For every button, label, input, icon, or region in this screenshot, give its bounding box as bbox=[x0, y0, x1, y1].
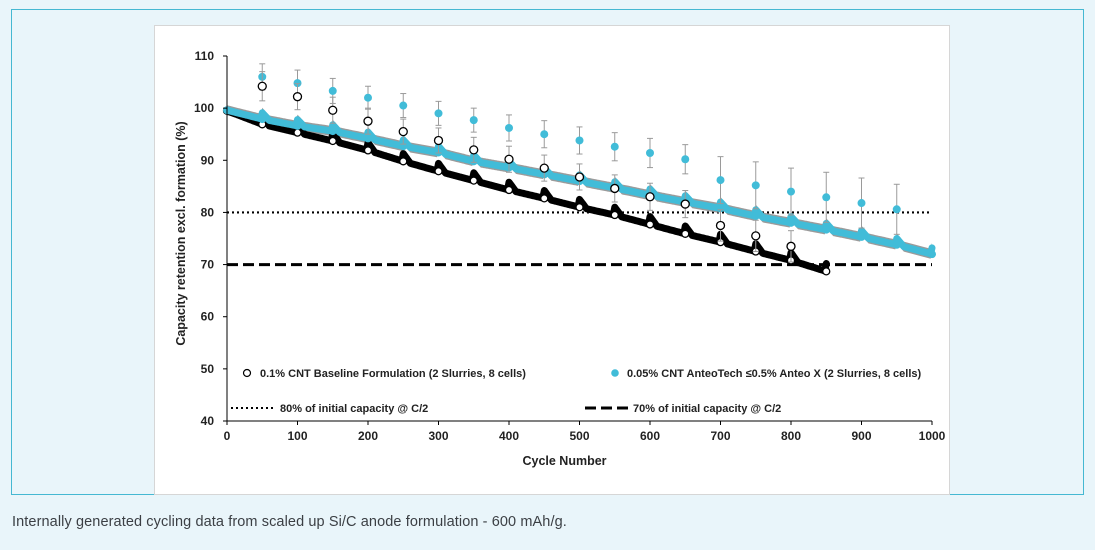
cnt-anteo-checkup-point bbox=[469, 116, 478, 125]
legend-label: 80% of initial capacity @ C/2 bbox=[280, 403, 428, 415]
baseline-point bbox=[681, 229, 690, 238]
baseline-checkup-point bbox=[328, 105, 338, 115]
cnt-anteo-checkup-point bbox=[646, 148, 654, 157]
baseline-point bbox=[399, 157, 408, 166]
y-tick-label: 80 bbox=[201, 205, 215, 219]
baseline-checkup-point bbox=[786, 241, 796, 251]
x-tick-label: 300 bbox=[428, 429, 448, 443]
cnt-anteo-checkup-point bbox=[681, 155, 690, 164]
baseline-checkup-point bbox=[433, 135, 444, 146]
cnt-anteo-point bbox=[258, 115, 267, 124]
chart-card: 0 100 200 300 400 500 600 700 800 900 1000 40 50 60 70… bbox=[154, 25, 950, 495]
legend-marker-cnt-anteo bbox=[611, 369, 619, 377]
cnt-anteo-point bbox=[892, 240, 901, 249]
cycling-chart: 0 100 200 300 400 500 600 700 800 900 1000 40 50 60 70… bbox=[174, 49, 946, 468]
baseline-point bbox=[363, 146, 373, 155]
baseline-checkup-point bbox=[257, 81, 267, 91]
x-tick-label: 1000 bbox=[919, 429, 946, 443]
y-axis-label: Capacity retention excl. formation (%) bbox=[174, 121, 188, 345]
cnt-anteo-point bbox=[787, 218, 795, 227]
cnt-anteo-checkup-point bbox=[822, 193, 831, 202]
y-tick-label: 90 bbox=[201, 153, 215, 167]
x-tick-label: 0 bbox=[224, 429, 231, 443]
cnt-anteo-checkup-point bbox=[540, 130, 549, 139]
figure-frame: 0 100 200 300 400 500 600 700 800 900 1000 40 50 60 70… bbox=[11, 9, 1084, 495]
cnt-anteo-point bbox=[328, 127, 337, 136]
baseline-point bbox=[293, 128, 302, 137]
baseline-point bbox=[645, 220, 655, 229]
checkup-points bbox=[257, 63, 901, 263]
cnt-anteo-checkup-point bbox=[787, 187, 795, 196]
baseline-point bbox=[822, 267, 831, 276]
y-tick-label: 40 bbox=[201, 414, 215, 428]
cnt-anteo-checkup-point bbox=[892, 205, 901, 214]
baseline-checkup-point bbox=[292, 92, 303, 102]
legend: 0.1% CNT Baseline Formulation (2 Slurrie… bbox=[231, 368, 922, 415]
cnt-anteo-checkup-point bbox=[328, 86, 337, 95]
cnt-anteo-checkup-point bbox=[434, 109, 443, 118]
y-tick-label: 70 bbox=[201, 258, 215, 272]
legend-marker-baseline bbox=[242, 368, 252, 378]
y-tick-label: 100 bbox=[194, 101, 214, 115]
baseline-checkup-point bbox=[539, 163, 549, 173]
baseline-point bbox=[469, 176, 478, 185]
axes: 0 100 200 300 400 500 600 700 800 900 1000 40 50 60 70… bbox=[174, 49, 946, 468]
baseline-point bbox=[328, 136, 337, 146]
cnt-anteo-point bbox=[822, 225, 831, 234]
legend-label: 0.05% CNT AnteoTech ≤0.5% Anteo X (2 Slu… bbox=[627, 368, 922, 380]
baseline-checkup-point bbox=[504, 154, 514, 164]
cnt-anteo-point bbox=[364, 134, 372, 143]
cnt-anteo-checkup-point bbox=[751, 181, 760, 190]
cnt-anteo-checkup-point bbox=[364, 93, 372, 102]
cnt-anteo-checkup-point bbox=[610, 142, 619, 151]
baseline-point bbox=[540, 194, 549, 203]
baseline-point bbox=[504, 185, 514, 195]
baseline-checkup-point bbox=[398, 126, 408, 137]
x-tick-label: 800 bbox=[781, 429, 801, 443]
cnt-anteo-checkup-point bbox=[293, 79, 302, 88]
x-tick-label: 200 bbox=[358, 429, 378, 443]
figure-caption: Internally generated cycling data from s… bbox=[12, 514, 567, 530]
cnt-anteo-checkup-point bbox=[399, 101, 408, 110]
cnt-anteo-point bbox=[751, 212, 760, 221]
legend-label: 0.1% CNT Baseline Formulation (2 Slurrie… bbox=[260, 368, 526, 380]
cnt-anteo-checkup-point bbox=[857, 199, 866, 208]
cnt-anteo-point bbox=[857, 232, 866, 241]
cnt-anteo-checkup-point bbox=[716, 176, 725, 185]
baseline-checkup-point bbox=[680, 199, 690, 209]
x-tick-label: 100 bbox=[287, 429, 307, 443]
baseline-checkup-point bbox=[363, 116, 373, 126]
cnt-anteo-point bbox=[928, 250, 936, 259]
y-tick-label: 60 bbox=[201, 310, 215, 324]
baseline-point bbox=[434, 167, 443, 176]
baseline-checkup-point bbox=[469, 145, 479, 155]
y-tick-label: 50 bbox=[201, 362, 215, 376]
x-tick-label: 900 bbox=[851, 429, 871, 443]
x-tick-label: 700 bbox=[710, 429, 730, 443]
x-axis-label: Cycle Number bbox=[522, 454, 606, 468]
cnt-anteo-checkup-point bbox=[575, 136, 584, 145]
baseline-point bbox=[610, 210, 619, 220]
legend-label: 70% of initial capacity @ C/2 bbox=[633, 403, 781, 415]
baseline-checkup-point bbox=[610, 183, 620, 194]
cnt-anteo-point bbox=[293, 121, 302, 130]
cnt-anteo-checkup-point bbox=[505, 123, 513, 132]
baseline-line bbox=[223, 107, 830, 275]
baseline-series bbox=[222, 106, 831, 276]
baseline-checkup-point bbox=[574, 172, 585, 182]
reference-lines bbox=[227, 211, 932, 267]
x-tick-label: 400 bbox=[499, 429, 519, 443]
y-tick-label: 110 bbox=[195, 49, 215, 63]
baseline-checkup-point bbox=[715, 220, 726, 231]
baseline-checkup-point bbox=[751, 231, 761, 241]
baseline-point bbox=[575, 203, 584, 212]
x-tick-label: 500 bbox=[569, 429, 589, 443]
baseline-checkup-point bbox=[645, 192, 655, 202]
x-tick-label: 600 bbox=[640, 429, 660, 443]
